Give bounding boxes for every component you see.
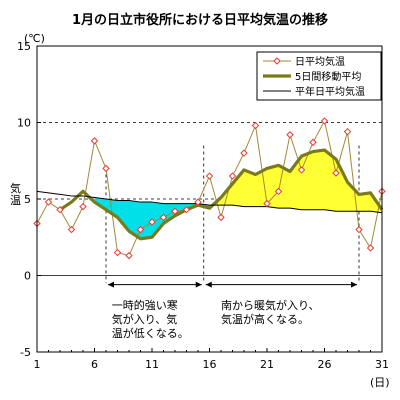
y-unit-label: (℃) — [24, 32, 45, 45]
data-point-diamond — [274, 187, 283, 196]
data-point-diamond — [113, 248, 122, 257]
x-tick-label: 11 — [145, 358, 159, 371]
y-tick-label: 10 — [17, 117, 31, 130]
data-point-diamond — [286, 131, 294, 139]
data-point-diamond — [79, 202, 87, 211]
data-point-diamond — [182, 206, 191, 214]
data-point-diamond — [102, 164, 110, 173]
data-point-diamond — [263, 199, 271, 208]
x-tick-label: 6 — [91, 358, 98, 371]
x-tick-label: 1 — [34, 358, 41, 371]
chart-title: 1月の日立市役所における日平均気温の推移 — [72, 12, 328, 28]
x-tick-label: 21 — [260, 358, 274, 371]
annotation-arrowhead-left — [205, 281, 212, 288]
y-axis-label-char: 温 — [10, 194, 21, 207]
x-tick-label: 31 — [375, 358, 389, 371]
annotation-text: 一時的強い寒 — [112, 298, 178, 312]
data-point-diamond — [194, 198, 202, 206]
annotation-arrowhead-right — [351, 281, 357, 288]
legend-swatch-marker — [273, 57, 281, 65]
marker-layer — [33, 117, 386, 260]
data-point-diamond — [56, 206, 64, 214]
data-point-diamond — [355, 225, 363, 234]
annotation-text: 温が低くなる。 — [112, 326, 189, 340]
below-normal-fill — [94, 197, 210, 239]
x-unit-label: (日) — [370, 376, 390, 389]
y-tick-label: 0 — [24, 270, 31, 283]
x-tick-label: 16 — [203, 358, 217, 371]
data-point-diamond — [240, 149, 248, 157]
series-line-1 — [59, 148, 384, 241]
data-point-diamond — [366, 244, 375, 252]
data-point-diamond — [343, 127, 352, 136]
data-point-diamond — [67, 225, 76, 234]
data-point-diamond — [228, 172, 237, 180]
data-point-diamond — [320, 117, 329, 125]
data-point-diamond — [332, 169, 340, 177]
y-tick-label: 5 — [24, 193, 31, 206]
data-point-diamond — [297, 166, 306, 174]
data-point-diamond — [205, 172, 214, 180]
data-point-diamond — [309, 138, 317, 147]
data-point-diamond — [217, 213, 225, 222]
data-point-diamond — [90, 137, 99, 145]
legend-label: 日平均気温 — [295, 55, 345, 68]
data-point-diamond — [136, 225, 145, 234]
data-point-diamond — [148, 218, 156, 226]
annotation-text: 気温が高くなる。 — [221, 312, 309, 326]
legend-label: 5日間移動平均 — [295, 70, 361, 83]
legend-label: 平年日平均気温 — [295, 85, 365, 98]
annotation-text: 南から暖気が入り、 — [221, 298, 320, 312]
series-line-2 — [36, 190, 383, 214]
annotation-text: 気が入り、気 — [112, 312, 178, 326]
data-point-diamond — [159, 213, 168, 222]
data-point-diamond — [125, 251, 133, 260]
y-axis-label-char: 気 — [10, 181, 21, 195]
x-tick-label: 26 — [318, 358, 332, 371]
annotation-arrowhead-right — [195, 281, 202, 288]
data-point-diamond — [44, 198, 53, 206]
y-tick-label: 15 — [17, 40, 31, 53]
data-point-diamond — [171, 207, 179, 215]
annotation-arrowhead-left — [108, 281, 114, 288]
grid-layer — [37, 122, 382, 284]
data-point-diamond — [251, 121, 260, 130]
y-tick-label: -5 — [20, 346, 31, 359]
